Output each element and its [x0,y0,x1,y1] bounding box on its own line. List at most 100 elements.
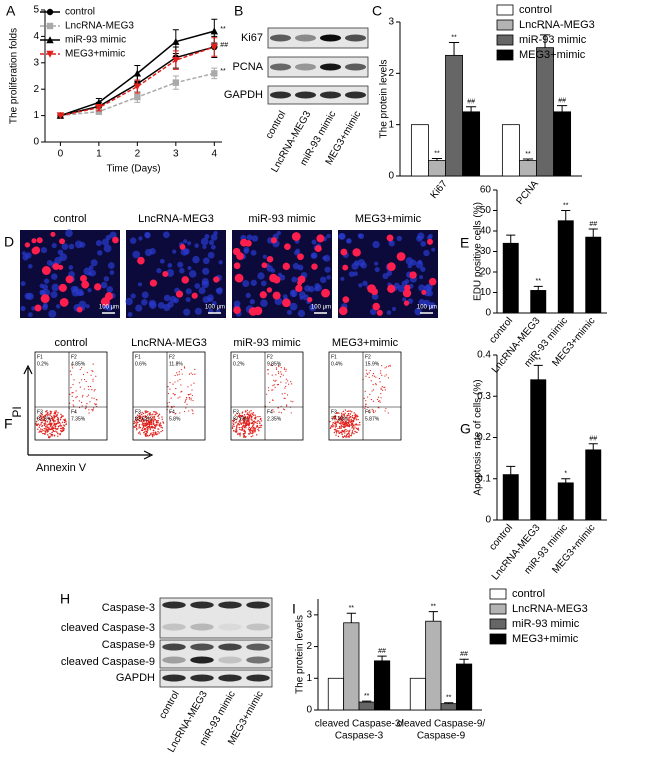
event [147,410,149,413]
event [63,421,66,423]
event [329,420,331,423]
nucleus [311,239,317,245]
event [158,413,161,416]
event [346,433,348,436]
annotation: ** [434,150,440,157]
nucleus [179,267,185,274]
bar [502,242,519,314]
event [244,432,246,434]
event [49,414,51,416]
event [61,416,63,418]
event [139,433,141,435]
edu-cell [340,248,348,256]
annotation: ## [589,221,597,228]
event [188,393,190,396]
event [277,371,279,373]
error-bar [362,700,372,703]
event [345,435,348,437]
event [340,420,342,422]
nucleus [194,307,202,315]
nucleus [428,233,433,239]
event [248,423,250,426]
event [60,427,62,430]
nucleus [125,297,133,306]
event [348,414,350,417]
quadrant-value: 9.85% [267,361,282,367]
event [275,368,278,370]
edu-cell [307,297,313,303]
event [372,375,374,377]
nucleus [250,279,257,286]
nucleus [207,297,213,303]
event [276,384,279,386]
event [168,401,170,404]
event [62,429,64,431]
event [349,416,352,418]
legend-label: miR-93 mimic [512,618,580,630]
annotation: ** [431,604,437,611]
nucleus [95,240,102,247]
event [334,421,336,423]
bar [410,124,429,177]
event [372,389,375,391]
edu-cell [282,298,291,308]
event [378,377,381,380]
nucleus [396,235,402,242]
event [337,416,340,418]
blot-frame [267,85,369,105]
nucleus [346,238,352,244]
event [347,436,349,438]
blot-band [270,34,291,42]
event [352,420,355,422]
event [335,432,338,434]
event [75,390,77,392]
event [346,422,348,424]
bar [536,47,554,177]
error-bar [506,234,516,244]
nucleus [251,235,259,242]
quadrant-value: 2.35% [267,416,282,422]
event [235,431,238,433]
event [144,428,147,430]
error-bar [588,228,598,238]
event [333,418,335,420]
event [283,367,286,369]
nucleus [75,288,84,297]
event [54,420,56,422]
event [384,375,386,377]
quadrant-value: 5.8% [169,416,181,422]
event [355,423,357,425]
event [351,420,353,422]
quadrant-value: 5.87% [365,416,380,422]
event [54,410,56,412]
quadrant-value: 0.2% [233,361,245,367]
event [41,419,43,421]
event [335,424,337,426]
y-tick-label: 0.2 [477,432,491,443]
event [56,416,59,419]
event [231,427,234,430]
quadrant-name: F2 [267,354,273,360]
nucleus [51,273,58,280]
y-tick-label: 0 [33,137,39,148]
event [254,421,256,424]
event [368,372,370,374]
marker [133,83,142,91]
event [192,413,194,415]
edu-cell [240,238,248,247]
event [50,415,53,418]
event [248,419,250,422]
event [59,423,62,425]
edu-cell [233,306,241,315]
event [355,419,358,421]
event [259,421,261,423]
event [87,386,89,388]
y-tick-label: 2 [33,84,39,95]
event [351,422,353,425]
x-axis-label: Time (Days) [106,164,160,175]
blot-lane-label: control [157,689,182,720]
event [140,420,143,422]
event [271,399,274,401]
event [269,401,271,404]
nucleus [48,309,57,318]
